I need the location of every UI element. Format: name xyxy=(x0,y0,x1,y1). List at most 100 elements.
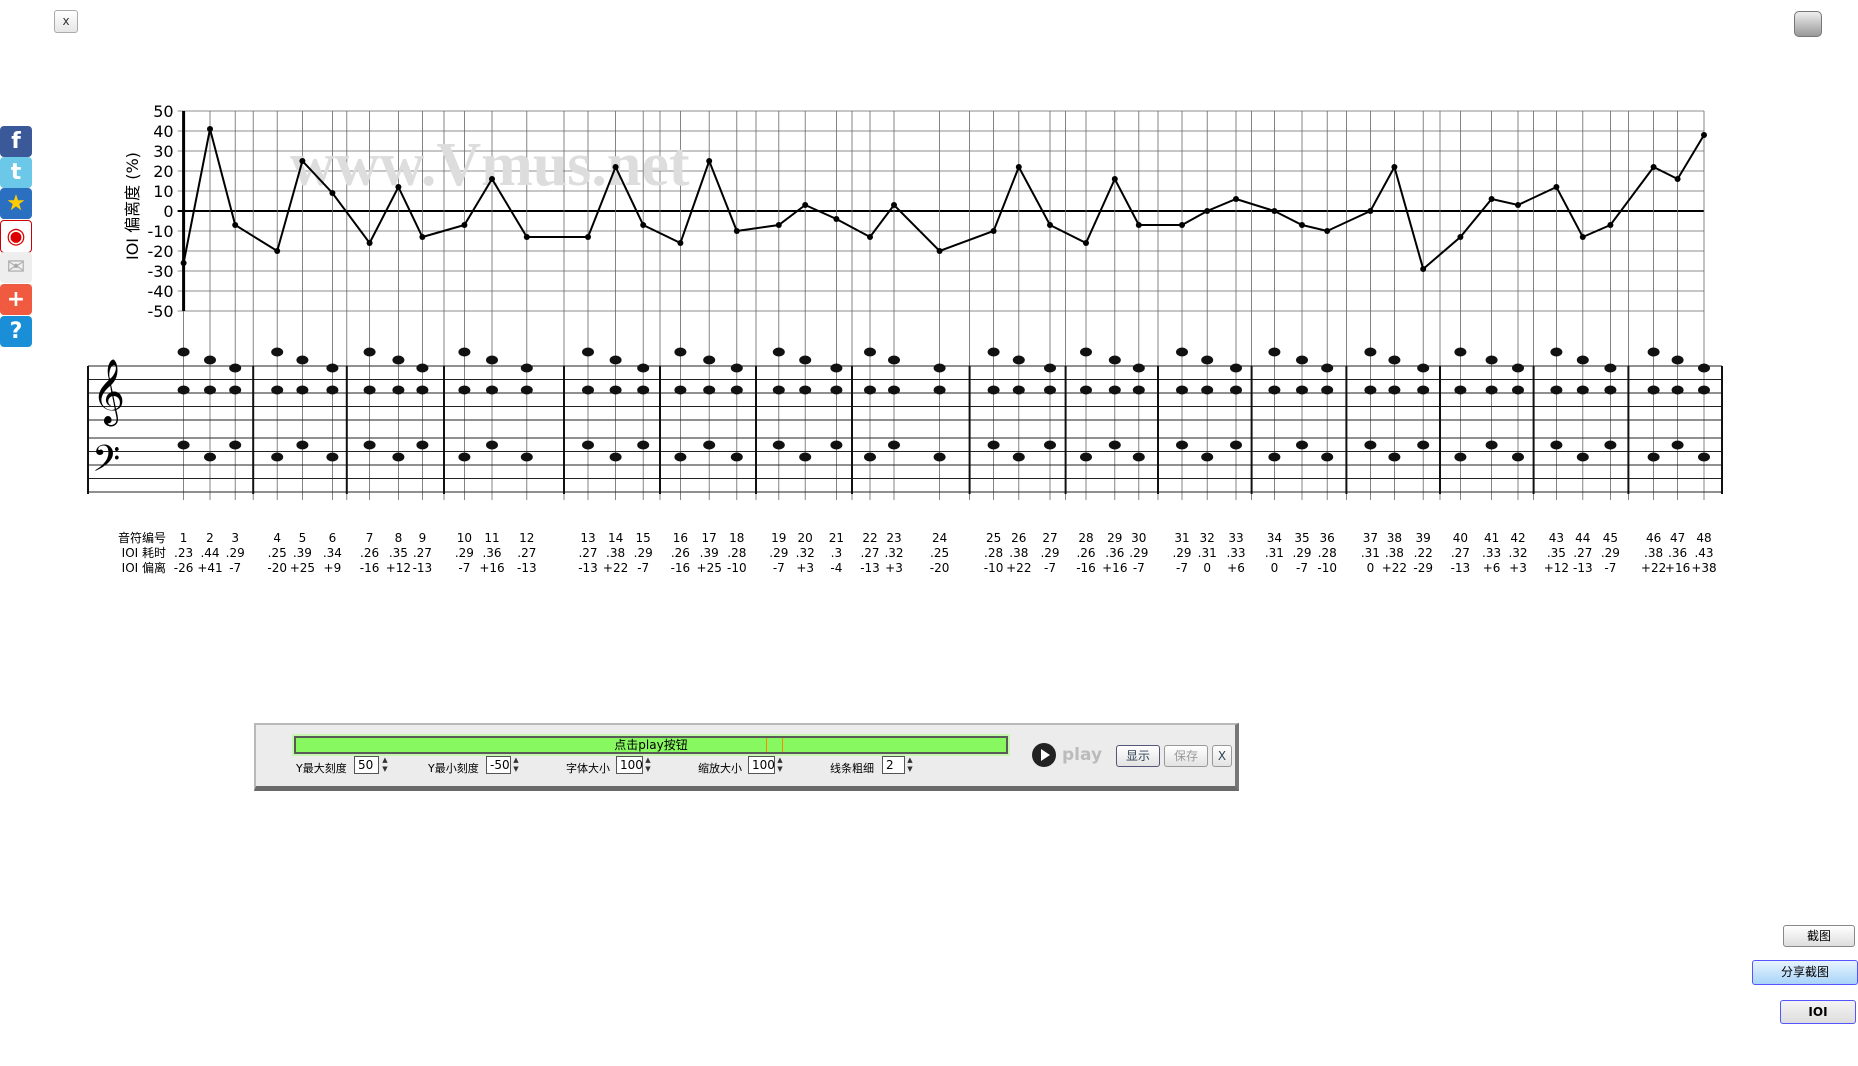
note-head xyxy=(1296,355,1308,365)
note-head xyxy=(1201,385,1214,395)
ioi-deviation: -7 xyxy=(773,561,785,575)
note-head xyxy=(204,385,216,395)
note-head xyxy=(703,440,716,450)
note-number: 10 xyxy=(457,531,472,545)
ioi-time: .32 xyxy=(1508,546,1527,560)
note-head xyxy=(1230,385,1242,395)
ioi-time: .39 xyxy=(293,546,312,560)
add-icon[interactable]: + xyxy=(0,284,32,315)
note-head xyxy=(326,452,339,462)
ioi-deviation: +25 xyxy=(290,561,315,575)
note-number: 18 xyxy=(729,531,744,545)
ioi-button[interactable]: IOI xyxy=(1780,1000,1856,1024)
note-head xyxy=(1108,385,1121,395)
show-button[interactable]: 显示 xyxy=(1116,745,1160,767)
note-head xyxy=(392,355,405,365)
data-point xyxy=(1391,164,1398,170)
panel-close-button[interactable]: X xyxy=(1212,745,1232,767)
zoom-input[interactable]: 100 xyxy=(748,756,775,774)
font-size-input[interactable]: 100 xyxy=(616,756,643,774)
note-head xyxy=(864,385,876,395)
note-number: 2 xyxy=(206,531,214,545)
ymax-input[interactable]: 50 xyxy=(354,756,379,774)
note-number: 20 xyxy=(798,531,813,545)
twitter-icon[interactable]: t xyxy=(0,157,32,188)
ioi-time: .27 xyxy=(1573,546,1592,560)
note-head xyxy=(458,452,471,462)
note-number: 41 xyxy=(1484,531,1499,545)
note-head xyxy=(416,385,429,395)
ioi-deviation: -10 xyxy=(727,561,747,575)
ioi-deviation: -13 xyxy=(860,561,880,575)
watermark: www.Vmus.net xyxy=(290,131,690,199)
progress-text: 点击play按钮 xyxy=(614,738,688,752)
facebook-icon[interactable]: f xyxy=(0,126,32,157)
ioi-deviation: -13 xyxy=(413,561,433,575)
close-button[interactable]: x xyxy=(54,10,78,33)
note-head xyxy=(674,452,687,462)
note-number: 47 xyxy=(1670,531,1685,545)
play-icon[interactable] xyxy=(1032,743,1056,767)
ioi-time: .35 xyxy=(389,546,408,560)
data-point xyxy=(489,176,495,182)
save-button[interactable]: 保存 xyxy=(1164,745,1208,767)
note-head xyxy=(1647,452,1660,462)
email-icon[interactable]: ✉ xyxy=(0,252,32,283)
screenshot-button[interactable]: 截图 xyxy=(1783,925,1855,947)
note-head xyxy=(1230,440,1242,450)
line-width-input[interactable]: 2 xyxy=(882,756,905,774)
note-number: 4 xyxy=(273,531,281,545)
note-head xyxy=(296,440,309,450)
ioi-time: .29 xyxy=(1601,546,1620,560)
ymax-stepper[interactable]: ▲ ▼ xyxy=(382,756,388,773)
note-head xyxy=(392,385,405,395)
note-head xyxy=(1647,385,1660,395)
note-head xyxy=(1044,363,1056,373)
ioi-deviation: +16 xyxy=(479,561,504,575)
note-head xyxy=(1296,385,1308,395)
data-point xyxy=(329,190,336,196)
note-head xyxy=(363,347,376,357)
ioi-time: .36 xyxy=(1668,546,1687,560)
note-head xyxy=(1671,385,1684,395)
zoom-stepper[interactable]: ▲ ▼ xyxy=(777,756,783,773)
ioi-deviation: +3 xyxy=(1509,561,1527,575)
data-point xyxy=(1015,164,1022,170)
ymin-input[interactable]: -50 xyxy=(486,756,511,774)
help-icon[interactable]: ? xyxy=(0,316,32,347)
note-head xyxy=(1321,385,1334,395)
note-number: 42 xyxy=(1510,531,1525,545)
note-number: 29 xyxy=(1107,531,1122,545)
note-head xyxy=(582,440,594,450)
control-panel: 点击play按钮 Y最大刻度 50 ▲ ▼ Y最小刻度 -50 ▲ ▼ 字体大小 1… xyxy=(254,723,1239,791)
note-head xyxy=(799,385,812,395)
ioi-time: .32 xyxy=(796,546,815,560)
share-screenshot-button[interactable]: 分享截图 xyxy=(1752,960,1858,985)
ioi-deviation: -13 xyxy=(517,561,537,575)
note-head xyxy=(703,355,716,365)
note-number: 31 xyxy=(1174,531,1189,545)
progress-bar[interactable]: 点击play按钮 xyxy=(294,736,1008,754)
note-head xyxy=(296,355,309,365)
ymin-stepper[interactable]: ▲ ▼ xyxy=(513,756,519,773)
play-button[interactable]: play xyxy=(1062,745,1103,765)
note-head xyxy=(933,452,946,462)
note-head xyxy=(1108,355,1121,365)
home-icon[interactable] xyxy=(1794,11,1822,37)
font-size-stepper[interactable]: ▲ ▼ xyxy=(645,756,651,773)
note-head xyxy=(1321,363,1334,373)
qzone-star-icon[interactable]: ★ xyxy=(0,188,32,219)
note-number: 37 xyxy=(1363,531,1378,545)
note-number: 8 xyxy=(395,531,403,545)
data-point xyxy=(395,184,402,190)
note-head xyxy=(296,385,309,395)
ioi-deviation: +22 xyxy=(1006,561,1031,575)
note-head xyxy=(637,440,650,450)
note-head xyxy=(486,385,498,395)
note-number: 45 xyxy=(1603,531,1618,545)
note-head xyxy=(674,385,687,395)
y-axis-label: IOI 偏离度 (%) xyxy=(123,152,142,260)
line-width-stepper[interactable]: ▲ ▼ xyxy=(907,756,913,773)
note-head xyxy=(229,363,242,373)
note-head xyxy=(730,452,743,462)
